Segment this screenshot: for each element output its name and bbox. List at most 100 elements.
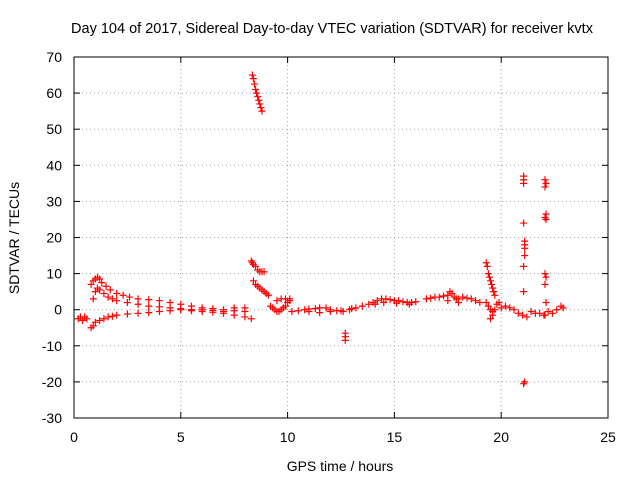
data-point (520, 179, 528, 187)
data-point (198, 306, 206, 314)
data-point (301, 306, 309, 314)
data-point (490, 288, 498, 296)
data-point (454, 298, 462, 306)
data-point (253, 89, 261, 97)
data-point (256, 100, 264, 108)
data-point (542, 179, 550, 187)
data-point (541, 270, 549, 278)
data-point (521, 378, 529, 386)
data-point (255, 96, 263, 104)
data-point (248, 259, 256, 267)
data-point (288, 308, 296, 316)
data-point (484, 270, 492, 278)
data-point (482, 298, 490, 306)
data-point (337, 307, 345, 315)
data-point (541, 176, 549, 184)
data-point (497, 304, 505, 312)
y-tick-label: 70 (46, 49, 62, 65)
data-point (100, 289, 108, 297)
data-point (448, 289, 456, 297)
y-axis-title: SDTVAR / TECUs (6, 182, 22, 294)
data-point (491, 306, 499, 314)
data-point (519, 311, 527, 319)
data-point (427, 294, 435, 302)
series-surge-19.5 (482, 259, 503, 323)
data-point (126, 293, 134, 301)
data-point (252, 85, 260, 93)
series-arc-lower (87, 306, 255, 332)
data-point (155, 303, 163, 311)
data-point (485, 273, 493, 281)
data-point (286, 295, 294, 303)
data-point (89, 295, 97, 303)
data-point (548, 309, 556, 317)
data-point (476, 298, 484, 306)
data-point (520, 380, 528, 388)
series-segment-16.5-18 (422, 288, 484, 306)
data-point (113, 289, 121, 297)
data-point (187, 306, 195, 314)
data-point (380, 298, 388, 306)
series-arc-upper (87, 273, 249, 314)
data-point (536, 309, 544, 317)
data-point (484, 302, 492, 310)
data-point (113, 311, 121, 319)
data-point (542, 273, 550, 281)
data-point (365, 300, 373, 308)
data-point (541, 311, 549, 319)
data-point (399, 298, 407, 306)
x-tick-label: 20 (493, 429, 509, 445)
data-point (254, 93, 262, 101)
data-point (241, 308, 249, 316)
y-tick-label: 30 (46, 193, 62, 209)
data-point (316, 309, 324, 317)
data-point (488, 280, 496, 288)
data-point (371, 300, 379, 308)
data-point (87, 280, 95, 288)
data-point (463, 294, 471, 302)
data-point (249, 277, 257, 285)
data-point (123, 310, 131, 318)
data-point (520, 262, 528, 270)
data-point (102, 282, 110, 290)
y-tick-label: 10 (46, 266, 62, 282)
data-point (177, 305, 185, 313)
data-point (106, 286, 114, 294)
data-point (134, 309, 142, 317)
data-point (264, 291, 272, 299)
series-hump-14-16 (369, 295, 420, 308)
data-point (108, 312, 116, 320)
x-axis-title: GPS time / hours (287, 458, 394, 474)
y-tick-label: -10 (42, 338, 62, 354)
data-point (521, 252, 529, 260)
data-point (521, 244, 529, 252)
data-point (386, 296, 394, 304)
y-tick-label: -30 (42, 410, 62, 426)
data-point (119, 291, 127, 299)
data-point (520, 288, 528, 296)
data-point (487, 277, 495, 285)
data-point (113, 297, 121, 305)
data-point (220, 308, 228, 316)
x-tick-label: 25 (600, 429, 616, 445)
chart-title: Day 104 of 2017, Sidereal Day-to-day VTE… (71, 21, 594, 37)
data-point (506, 304, 514, 312)
data-point (166, 304, 174, 312)
series-block-9-10 (267, 295, 294, 316)
data-point (491, 291, 499, 299)
data-point (96, 317, 104, 325)
data-point (501, 302, 509, 310)
data-point (79, 317, 87, 325)
series-tail-20-21 (497, 302, 567, 321)
data-point (258, 107, 266, 115)
data-point (489, 311, 497, 319)
data-point (145, 309, 153, 317)
y-tick-label: 60 (46, 85, 62, 101)
data-point (273, 297, 281, 305)
x-tick-label: 5 (177, 429, 185, 445)
series-spikes-21 (520, 172, 529, 388)
y-tick-label: -20 (42, 374, 62, 390)
data-point (352, 304, 360, 312)
data-point (542, 298, 550, 306)
